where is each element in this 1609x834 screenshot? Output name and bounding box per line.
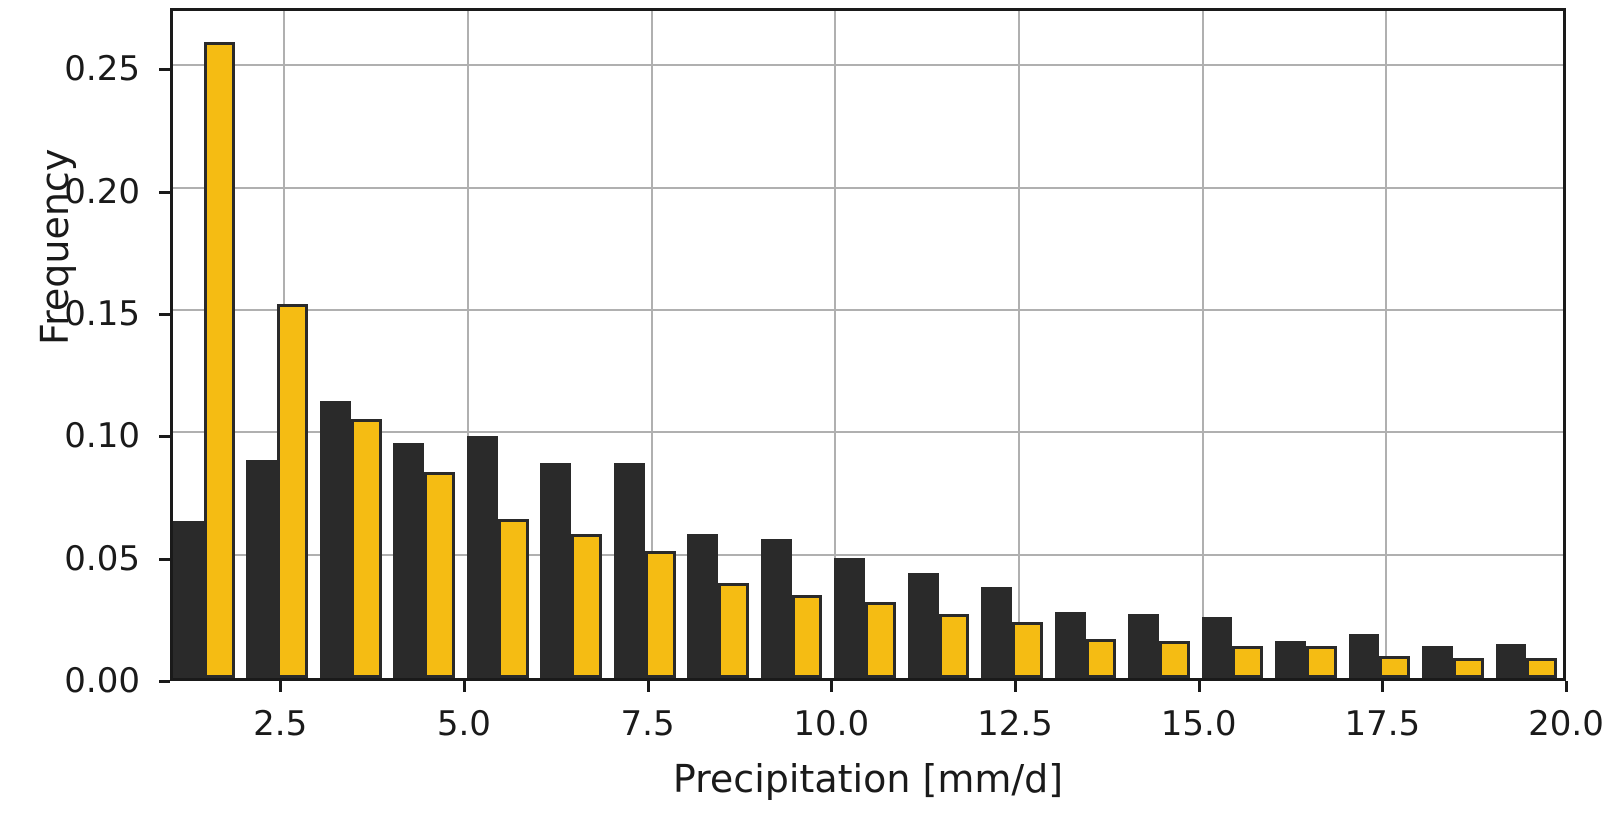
bar-yellow-15 xyxy=(1305,646,1337,678)
bar-dark-5 xyxy=(540,462,572,678)
x-tick-mark xyxy=(1013,681,1017,692)
bar-yellow-12 xyxy=(1085,638,1117,678)
bar-yellow-1 xyxy=(277,303,309,678)
bar-dark-16 xyxy=(1348,633,1380,678)
x-tick-label: 15.0 xyxy=(1160,704,1237,744)
bar-dark-8 xyxy=(760,538,792,678)
bar-yellow-14 xyxy=(1232,646,1264,678)
bar-dark-2 xyxy=(319,401,351,678)
bar-yellow-18 xyxy=(1526,658,1558,678)
bar-dark-13 xyxy=(1128,614,1159,678)
bar-dark-18 xyxy=(1495,643,1527,678)
bar-dark-14 xyxy=(1201,616,1233,678)
x-tick-label: 2.5 xyxy=(253,704,308,744)
x-axis-title: Precipitation [mm/d] xyxy=(672,757,1064,801)
y-tick-mark xyxy=(159,557,170,561)
bar-yellow-13 xyxy=(1159,641,1190,678)
y-tick-mark xyxy=(159,435,170,439)
x-tick-mark xyxy=(279,681,283,692)
y-tick-mark xyxy=(159,312,170,316)
bar-yellow-8 xyxy=(791,594,823,678)
bar-dark-17 xyxy=(1422,646,1453,678)
x-tick-mark xyxy=(462,681,466,692)
bar-yellow-2 xyxy=(350,418,382,678)
bar-dark-10 xyxy=(907,572,939,678)
bar-yellow-4 xyxy=(497,518,529,678)
plot-area xyxy=(170,8,1566,681)
bar-yellow-11 xyxy=(1012,621,1043,678)
bar-dark-0 xyxy=(173,521,204,678)
bar-dark-7 xyxy=(687,533,719,678)
y-tick-label: 0.00 xyxy=(64,661,140,701)
bar-yellow-7 xyxy=(718,582,750,678)
bar-yellow-3 xyxy=(424,472,456,678)
gridline-vertical xyxy=(650,11,653,678)
gridline-horizontal xyxy=(173,186,1563,189)
gridline-horizontal xyxy=(173,553,1563,556)
gridline-vertical xyxy=(1017,11,1020,678)
bar-yellow-16 xyxy=(1379,655,1411,678)
y-tick-label: 0.05 xyxy=(64,538,140,579)
x-tick-mark xyxy=(1565,681,1568,692)
bar-yellow-5 xyxy=(571,533,603,678)
gridline-vertical xyxy=(1385,11,1388,678)
gridline-horizontal xyxy=(173,431,1563,434)
x-tick-label: 7.5 xyxy=(620,704,675,744)
x-tick-label: 12.5 xyxy=(977,704,1053,744)
bar-dark-11 xyxy=(981,587,1013,678)
x-tick-label: 20.0 xyxy=(1528,704,1604,744)
bar-dark-15 xyxy=(1275,641,1306,678)
bar-dark-6 xyxy=(613,462,645,678)
bar-dark-1 xyxy=(246,460,278,678)
gridline-horizontal xyxy=(173,308,1563,311)
y-tick-label: 0.10 xyxy=(64,416,140,457)
y-tick-mark xyxy=(159,680,170,683)
y-tick-mark xyxy=(159,68,170,72)
bar-dark-9 xyxy=(834,558,866,678)
x-tick-label: 17.5 xyxy=(1344,704,1421,744)
bar-yellow-17 xyxy=(1452,658,1484,678)
bar-dark-12 xyxy=(1054,611,1086,678)
bar-yellow-9 xyxy=(865,602,896,678)
gridline-horizontal xyxy=(173,64,1563,67)
x-tick-label: 10.0 xyxy=(793,704,870,744)
x-tick-label: 5.0 xyxy=(436,704,491,744)
bar-dark-4 xyxy=(466,435,498,678)
y-tick-mark xyxy=(159,190,170,194)
y-tick-label: 0.25 xyxy=(64,49,140,90)
y-tick-label: 0.15 xyxy=(64,293,140,334)
x-tick-mark xyxy=(830,681,834,692)
gridline-vertical xyxy=(1201,11,1204,678)
x-tick-mark xyxy=(646,681,650,692)
y-tick-label: 0.20 xyxy=(64,171,140,212)
bar-yellow-6 xyxy=(644,550,676,678)
bar-yellow-10 xyxy=(938,614,970,678)
bar-dark-3 xyxy=(393,443,425,678)
x-tick-mark xyxy=(1381,681,1385,692)
x-tick-mark xyxy=(1197,681,1201,692)
gridline-vertical xyxy=(834,11,837,678)
gridline-vertical xyxy=(466,11,469,678)
bar-yellow-0 xyxy=(203,41,235,678)
